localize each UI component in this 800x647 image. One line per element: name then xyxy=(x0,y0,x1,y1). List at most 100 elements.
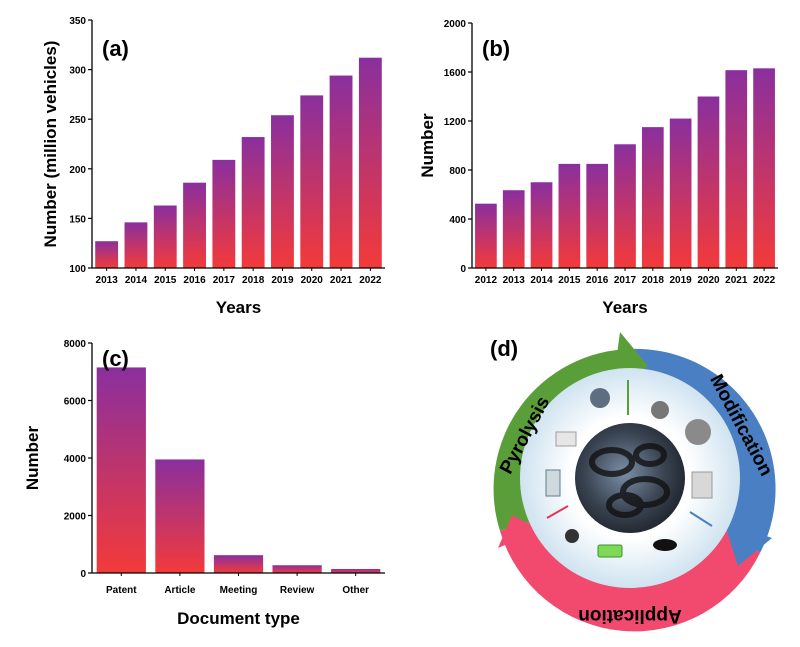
battery-icon xyxy=(597,544,623,558)
x-tick-label: 2012 xyxy=(475,275,498,286)
y-tick-label: 200 xyxy=(69,165,86,176)
y-tick-label: 350 xyxy=(69,16,86,27)
application-arrow-tip xyxy=(498,515,540,548)
y-axis-title: Number (million vehicles) xyxy=(41,41,60,248)
porous-carbon-icon xyxy=(685,419,711,445)
bar-2018 xyxy=(641,127,664,268)
x-tick-label: 2014 xyxy=(530,275,553,286)
panel-d-label: (d) xyxy=(490,336,518,361)
panel-a-chart: 100 150 200 250 300 350 2013 2014 2015 2016 2017 20… xyxy=(41,16,385,317)
bar-2021 xyxy=(329,75,353,268)
x-tick-label: 2016 xyxy=(586,275,609,286)
x-tick-label: Patent xyxy=(106,585,137,596)
bar-2022 xyxy=(753,68,775,268)
x-tick-label: 2017 xyxy=(213,275,236,286)
sensor-icon xyxy=(565,529,579,543)
y-tick-label: 6000 xyxy=(64,397,87,408)
y-axis-title: Number xyxy=(418,113,437,178)
y-tick-label: 0 xyxy=(80,569,86,580)
x-tick-label: Other xyxy=(342,585,369,596)
x-tick-label: 2015 xyxy=(154,275,177,286)
y-tick-label: 800 xyxy=(449,166,466,177)
bar-2015 xyxy=(153,205,177,268)
x-tick-label: 2022 xyxy=(359,275,382,286)
x-tick-label: 2019 xyxy=(271,275,294,286)
x-tick-label: 2018 xyxy=(642,275,665,286)
bar-2022 xyxy=(358,57,382,268)
bar-2021 xyxy=(725,70,748,268)
y-tick-label: 1600 xyxy=(444,68,467,79)
x-tick-label: 2021 xyxy=(725,275,748,286)
panel-label: (c) xyxy=(102,346,129,371)
bar-2020 xyxy=(697,96,720,268)
lattice-icon xyxy=(691,471,713,499)
panel-d-diagram: (d) Pyrolysis Modifi xyxy=(490,332,776,632)
y-tick-label: 300 xyxy=(69,66,86,77)
panel-label: (b) xyxy=(482,36,510,61)
bar-2013 xyxy=(95,241,119,268)
x-tick-label: Review xyxy=(280,585,315,596)
y-tick-label: 100 xyxy=(69,264,86,275)
y-tick-label: 400 xyxy=(449,215,466,226)
y-tick-label: 1200 xyxy=(444,117,467,128)
bar-2019 xyxy=(271,115,294,269)
y-tick-label: 4000 xyxy=(64,454,87,465)
x-tick-label: Meeting xyxy=(220,585,258,596)
char-particle-icon xyxy=(590,388,610,408)
modification-arrow-tip xyxy=(724,522,772,566)
bar-2014 xyxy=(124,222,148,268)
y-tick-label: 150 xyxy=(69,214,86,225)
y-tick-label: 2000 xyxy=(444,19,467,30)
x-tick-label: 2020 xyxy=(697,275,720,286)
x-tick-label: 2014 xyxy=(125,275,148,286)
bar-patent xyxy=(96,367,146,573)
x-tick-label: 2013 xyxy=(503,275,526,286)
bar-review xyxy=(272,565,322,573)
divider-line-left xyxy=(546,505,569,519)
panel-c-chart: 0 2000 4000 6000 8000 Patent Article Meeting Rev… xyxy=(23,339,385,628)
bar-2012 xyxy=(475,203,497,268)
x-tick-label: 2018 xyxy=(242,275,265,286)
application-segment xyxy=(500,520,760,632)
bar-2014 xyxy=(530,182,553,268)
device-icon xyxy=(653,539,677,551)
x-tick-label: 2019 xyxy=(670,275,693,286)
bar-2018 xyxy=(241,137,265,268)
x-tick-label: 2021 xyxy=(330,275,353,286)
x-tick-label: Article xyxy=(164,585,196,596)
y-tick-label: 250 xyxy=(69,115,86,126)
bar-2017 xyxy=(614,144,636,268)
x-axis-title: Years xyxy=(602,298,647,317)
y-tick-label: 2000 xyxy=(64,512,87,523)
panel-b-chart: 0 400 800 1200 1600 2000 2012 2013 2014 2015 2016 2… xyxy=(418,19,778,317)
x-axis-title: Years xyxy=(216,298,261,317)
x-tick-label: 2017 xyxy=(614,275,637,286)
y-tick-label: 8000 xyxy=(64,339,87,350)
bar-meeting xyxy=(213,555,264,573)
reactor-icon xyxy=(545,469,561,497)
bar-2016 xyxy=(183,182,206,268)
x-tick-label: 2015 xyxy=(558,275,581,286)
bar-article xyxy=(155,459,205,573)
tire-shapes xyxy=(589,443,670,518)
bar-2020 xyxy=(300,95,324,268)
bar-other xyxy=(331,568,381,573)
application-label: Application xyxy=(578,605,681,626)
x-tick-label: 2013 xyxy=(96,275,119,286)
x-tick-label: 2020 xyxy=(301,275,324,286)
bar-2013 xyxy=(502,190,525,268)
bar-2015 xyxy=(558,163,581,268)
divider-line-right xyxy=(689,511,713,527)
acid-base-icon xyxy=(651,401,669,419)
panel-label: (a) xyxy=(102,36,129,61)
x-tick-label: 2016 xyxy=(183,275,206,286)
bar-2016 xyxy=(586,163,609,268)
y-axis-title: Number xyxy=(23,426,42,491)
bar-2019 xyxy=(669,118,692,268)
furnace-icon xyxy=(555,431,577,447)
x-axis-title: Document type xyxy=(177,609,300,628)
x-tick-label: 2022 xyxy=(753,275,776,286)
bar-2017 xyxy=(212,159,236,268)
y-tick-label: 0 xyxy=(460,264,466,275)
